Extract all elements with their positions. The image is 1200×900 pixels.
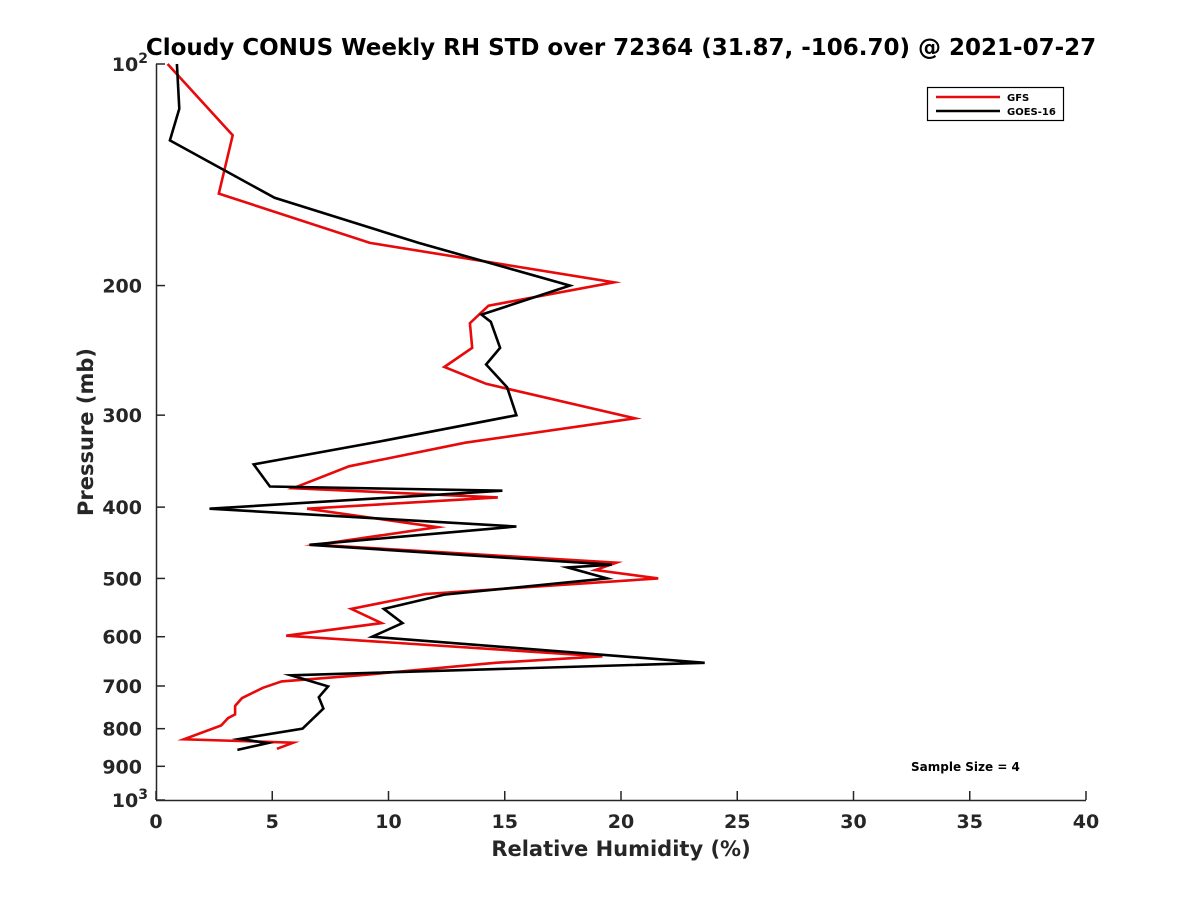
x-tick-label-40: 40: [1073, 811, 1099, 833]
legend-label-goes16: GOES-16: [1007, 107, 1056, 118]
x-tick-label-0: 0: [149, 811, 162, 833]
legend-box: [926, 86, 1065, 122]
y-ticks: 102 200 300 400 500 600 700 800 900 103: [102, 51, 165, 812]
x-tick-label-5: 5: [266, 811, 279, 833]
y-tick-label-300: 300: [102, 405, 142, 427]
y-tick-label-700: 700: [102, 676, 142, 698]
y-tick-label-400: 400: [102, 497, 142, 519]
legend-label-gfs: GFS: [1007, 93, 1029, 104]
series-line-gfs: [166, 63, 659, 751]
y-tick-label-800: 800: [102, 719, 142, 741]
x-tick-label-30: 30: [840, 811, 866, 833]
y-tick-label-600: 600: [102, 627, 142, 649]
y-tick-label-200: 200: [102, 276, 142, 298]
y-tick-label-900: 900: [102, 756, 142, 778]
y-tick-label-1000: 103: [112, 787, 148, 812]
y-tick-label-100: 102: [112, 51, 148, 76]
legend: GFS GOES-16: [926, 86, 1065, 122]
x-ticks: 0 5 10 15 20 25 30 35 40: [149, 791, 1099, 833]
sample-size-annotation: Sample Size = 4: [911, 760, 1020, 774]
x-tick-label-35: 35: [957, 811, 983, 833]
plot-area: [166, 63, 705, 752]
x-tick-label-25: 25: [724, 811, 750, 833]
y-tick-label-500: 500: [102, 568, 142, 590]
x-tick-label-20: 20: [608, 811, 634, 833]
chart-title: Cloudy CONUS Weekly RH STD over 72364 (3…: [146, 35, 1096, 61]
y-axis-label: Pressure (mb): [74, 348, 98, 516]
x-tick-label-10: 10: [375, 811, 401, 833]
series-line-goes16: [168, 63, 705, 752]
x-tick-label-15: 15: [492, 811, 518, 833]
x-axis-label: Relative Humidity (%): [491, 837, 750, 861]
